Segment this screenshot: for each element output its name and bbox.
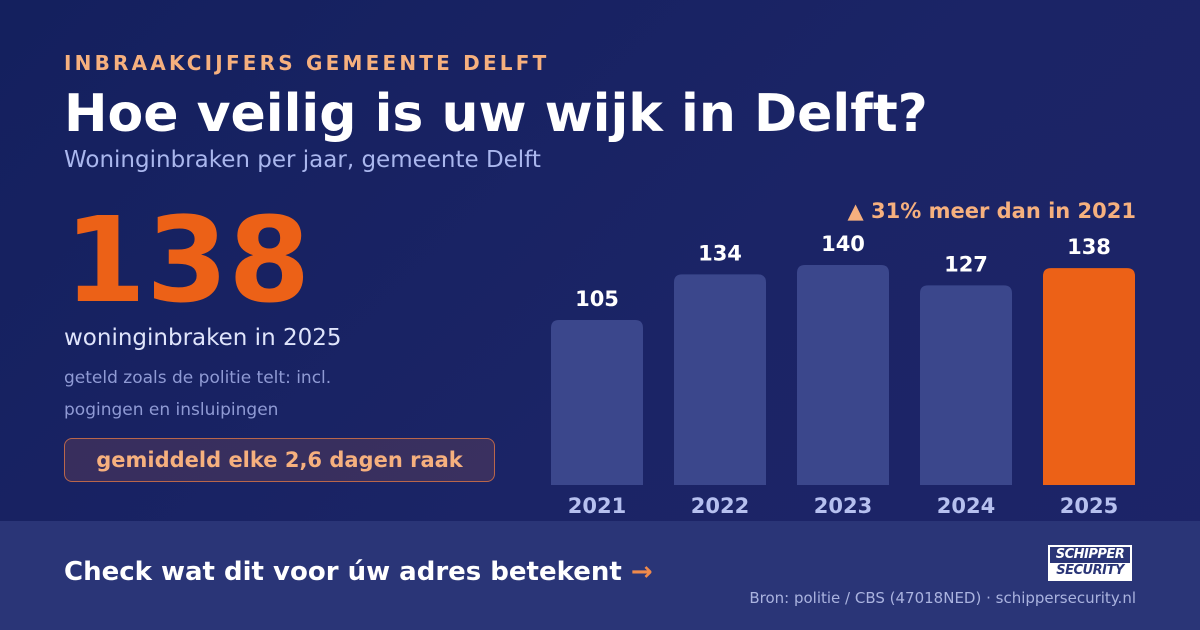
highlight-number: 138 — [64, 191, 311, 329]
logo-line-2: SECURITY — [1050, 563, 1130, 579]
change-indicator: ▲ 31% meer dan in 2021 — [847, 199, 1136, 223]
x-tick-2022: 2022 — [691, 494, 749, 518]
highlight-caption: woninginbraken in 2025 — [64, 325, 342, 351]
page-title: Hoe veilig is uw wijk in Delft? — [64, 84, 928, 144]
data-label-2025: 138 — [1067, 235, 1111, 259]
arrow-right-icon[interactable]: → — [630, 557, 653, 587]
bar-2021 — [551, 320, 643, 485]
schipper-security-logo: SCHIPPER SECURITY — [1048, 545, 1132, 581]
bar-2023 — [797, 265, 889, 485]
page-subtitle: Woninginbraken per jaar, gemeente Delft — [64, 147, 541, 173]
x-tick-2021: 2021 — [568, 494, 626, 518]
bar-chart: 105 2021 134 2022 140 2023 127 2024 138 2025 — [551, 232, 1135, 518]
data-label-2024: 127 — [944, 252, 988, 276]
bar-2025 — [1043, 268, 1135, 485]
footer: Check wat dit voor úw adres betekent → S… — [0, 521, 1200, 630]
cta-text[interactable]: Check wat dit voor úw adres betekent — [64, 557, 622, 587]
cta-link[interactable]: Check wat dit voor úw adres betekent → — [64, 557, 653, 587]
counting-note: geteld zoals de politie telt: incl. pogi… — [64, 368, 332, 420]
bar-2022 — [674, 274, 766, 485]
x-tick-2024: 2024 — [937, 494, 995, 518]
data-label-2022: 134 — [698, 241, 742, 265]
eyebrow: INBRAAKCIJFERS GEMEENTE DELFT — [64, 51, 550, 75]
data-label-2021: 105 — [575, 287, 619, 311]
bar-2024 — [920, 285, 1012, 485]
logo-line-1: SCHIPPER — [1055, 547, 1125, 562]
frequency-badge: gemiddeld elke 2,6 dagen raak — [64, 438, 495, 482]
x-tick-2023: 2023 — [814, 494, 872, 518]
x-tick-2025: 2025 — [1060, 494, 1118, 518]
data-label-2023: 140 — [821, 232, 865, 256]
source-credit: Bron: politie / CBS (47018NED) · schippe… — [749, 589, 1136, 607]
